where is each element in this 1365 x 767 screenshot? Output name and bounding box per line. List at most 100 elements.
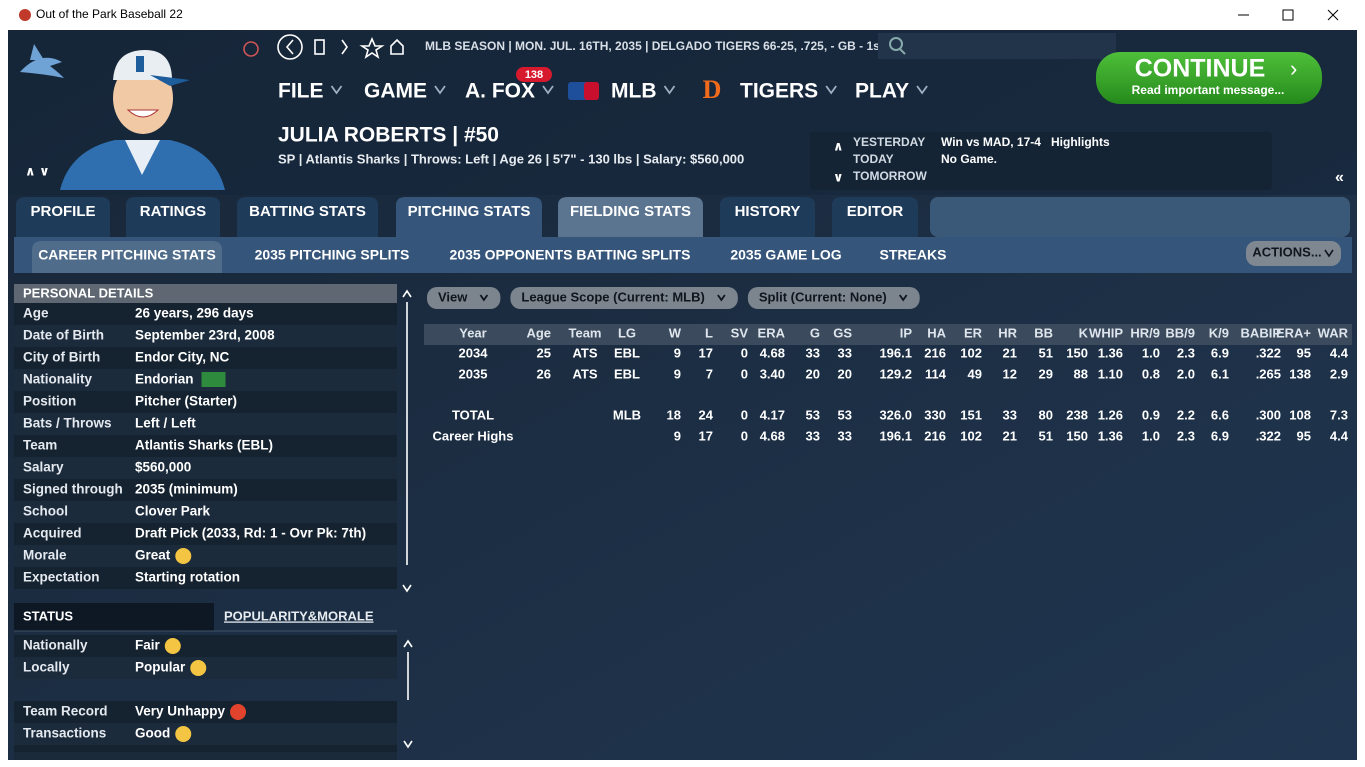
column-header[interactable]: WHIP	[1089, 325, 1123, 340]
column-header[interactable]: HR	[998, 325, 1017, 340]
column-header[interactable]: W	[669, 325, 682, 340]
tab[interactable]	[558, 197, 703, 237]
menu-item[interactable]: MLB	[611, 80, 657, 103]
stat-cell: 1.36	[1098, 345, 1123, 360]
tab[interactable]	[396, 197, 542, 237]
player-nav-arrows[interactable]: ∧ ∨	[25, 163, 50, 178]
stat-cell: Career Highs	[433, 428, 514, 443]
column-header[interactable]: GS	[833, 325, 852, 340]
team-logo[interactable]	[20, 57, 64, 78]
stat-cell: 196.1	[879, 345, 912, 360]
detail-label: Nationality	[23, 372, 93, 387]
column-header[interactable]: Team	[569, 325, 602, 340]
stat-cell: 26	[537, 366, 551, 381]
column-header[interactable]: Age	[526, 325, 551, 340]
popularity-tab[interactable]: POPULARITY&MORALE	[224, 608, 374, 623]
stat-cell: 95	[1297, 428, 1311, 443]
tab[interactable]	[720, 197, 815, 237]
stat-cell: 151	[960, 407, 982, 422]
column-header[interactable]: HR/9	[1130, 325, 1160, 340]
detail-value: Endorian	[135, 372, 194, 387]
tab-label: BATTING STATS	[249, 203, 366, 220]
personal-details-header	[14, 284, 397, 304]
filter-button[interactable]	[510, 287, 738, 309]
top-nav-icons[interactable]	[243, 34, 404, 60]
column-header[interactable]: Year	[459, 325, 486, 340]
continue-button[interactable]	[1096, 52, 1322, 104]
column-header[interactable]: ERA	[758, 325, 786, 340]
actions-button[interactable]	[1246, 241, 1341, 266]
stat-cell: 138	[1289, 366, 1311, 381]
details-scrollbar[interactable]	[402, 289, 412, 593]
column-header[interactable]: G	[810, 325, 820, 340]
team-logo-fin	[30, 44, 44, 60]
detail-value: Atlantis Sharks (EBL)	[135, 438, 273, 453]
status-emoji	[164, 638, 181, 654]
menu-item[interactable]: FILE	[278, 80, 324, 103]
filter-label: Split (Current: None)	[759, 289, 887, 304]
stat-cell: 2.0	[1177, 366, 1195, 381]
column-header[interactable]: LG	[618, 325, 636, 340]
menu-item[interactable]: PLAY	[855, 80, 909, 103]
menu-item[interactable]: TIGERS	[740, 80, 818, 103]
stat-cell: 4.4	[1330, 345, 1349, 360]
subtab-active[interactable]	[32, 241, 222, 273]
status-row	[14, 635, 397, 657]
schedule-box	[810, 132, 1272, 190]
menu-item[interactable]: GAME	[364, 80, 427, 103]
column-header[interactable]: BABIP	[1241, 325, 1282, 340]
tab[interactable]	[126, 197, 220, 237]
notification-badge	[516, 67, 552, 82]
column-header[interactable]: ERA+	[1276, 325, 1311, 340]
status-row	[14, 701, 397, 723]
tab[interactable]	[237, 197, 378, 237]
status-scrollbar[interactable]	[403, 639, 413, 749]
column-header[interactable]: K/9	[1209, 325, 1229, 340]
column-header[interactable]: IP	[900, 325, 913, 340]
schedule-down[interactable]: ∨	[833, 169, 844, 184]
highlights-link[interactable]: Highlights	[1051, 135, 1110, 149]
schedule-up[interactable]: ∧	[833, 138, 844, 153]
column-header[interactable]: L	[705, 325, 713, 340]
mlb-logo-red	[584, 82, 599, 100]
column-header[interactable]: HA	[927, 325, 946, 340]
filter-button[interactable]	[427, 287, 501, 309]
collapse-button[interactable]: «	[1335, 169, 1344, 186]
tab[interactable]	[16, 197, 110, 237]
detail-label: Acquired	[23, 526, 82, 541]
schedule-result: Win vs MAD, 17-4	[941, 135, 1041, 149]
detail-label: Bats / Throws	[23, 416, 112, 431]
chevron	[330, 85, 343, 95]
tab[interactable]	[832, 197, 918, 237]
column-header[interactable]: ER	[964, 325, 983, 340]
stat-cell: ATS	[572, 366, 597, 381]
status-value: Fair	[135, 638, 161, 653]
column-header[interactable]: SV	[731, 325, 749, 340]
detail-value: $560,000	[135, 460, 191, 475]
detail-label: Signed through	[23, 482, 123, 497]
detail-label: Team	[23, 438, 57, 453]
status-tab[interactable]	[14, 603, 214, 631]
stat-cell: 1.10	[1098, 366, 1123, 381]
column-header[interactable]: WAR	[1318, 325, 1349, 340]
column-header[interactable]: BB/9	[1165, 325, 1195, 340]
actions-chevron	[1324, 249, 1334, 258]
menu-item[interactable]: A. FOX	[465, 80, 535, 103]
continue-label: CONTINUE	[1135, 55, 1266, 83]
column-header[interactable]: K	[1079, 325, 1089, 340]
detail-value: 26 years, 296 days	[135, 306, 254, 321]
search-box[interactable]	[878, 33, 1116, 59]
search-icon	[889, 37, 903, 51]
status-emoji	[230, 704, 247, 720]
column-header[interactable]: BB	[1034, 325, 1053, 340]
maximize-button[interactable]	[1282, 9, 1294, 21]
close-button[interactable]	[1327, 9, 1339, 21]
stat-cell: 33	[806, 345, 820, 360]
stat-cell: 129.2	[879, 366, 912, 381]
stat-cell: .322	[1256, 345, 1281, 360]
player-info: SP | Atlantis Sharks | Throws: Left | Ag…	[278, 151, 744, 166]
stat-cell: 29	[1039, 366, 1053, 381]
player-portrait	[60, 50, 225, 190]
filter-button[interactable]	[747, 287, 920, 309]
stat-cell: 1.36	[1098, 428, 1123, 443]
